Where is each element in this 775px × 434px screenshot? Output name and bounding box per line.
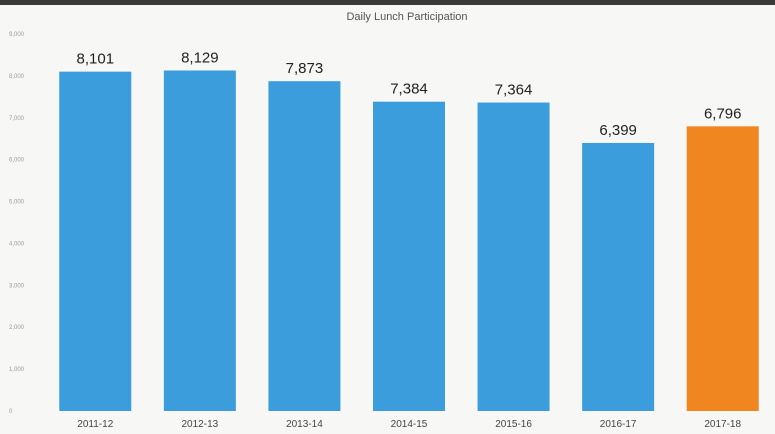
data-label: 6,399 (599, 122, 637, 139)
y-tick-label: 5,000 (9, 200, 25, 206)
y-tick-label: 3,000 (9, 283, 25, 289)
x-tick-label: 2017-18 (704, 419, 741, 430)
bar-2011-12 (59, 71, 132, 411)
y-axis: 0 1,000 2,000 3,000 4,000 5,000 6,000 7,000 8,00… (9, 32, 25, 415)
data-label: 8,101 (77, 51, 115, 68)
bars (59, 70, 759, 412)
bar-2016-17 (582, 142, 655, 411)
y-tick-label: 0 (9, 409, 13, 415)
bar-2012-13 (163, 70, 236, 411)
y-tick-label: 9,000 (9, 32, 25, 38)
data-label: 6,796 (704, 105, 742, 122)
x-tick-label: 2016-17 (600, 419, 637, 430)
data-label: 8,129 (181, 49, 219, 66)
bar-2017-18 (686, 126, 759, 411)
data-labels: 8,101 8,129 7,873 7,384 7,364 6,399 6,796 (77, 49, 742, 138)
data-label: 7,873 (286, 60, 324, 77)
bar-2015-16 (477, 102, 550, 412)
x-tick-label: 2015-16 (495, 419, 532, 430)
x-tick-label: 2011-12 (77, 419, 113, 430)
y-tick-label: 6,000 (9, 158, 25, 164)
top-border (0, 0, 775, 5)
data-label: 7,384 (390, 81, 428, 98)
y-tick-label: 1,000 (9, 367, 25, 373)
bar-2013-14 (268, 81, 341, 412)
y-tick-label: 7,000 (9, 116, 25, 122)
x-axis: 2011-12 2012-13 2013-14 2014-15 2015-16 2016-… (77, 419, 741, 430)
data-label: 7,364 (495, 82, 533, 99)
x-tick-label: 2012-13 (182, 419, 219, 430)
bar-2014-15 (373, 101, 445, 411)
x-tick-label: 2013-14 (286, 419, 323, 430)
x-tick-label: 2014-15 (391, 419, 428, 430)
chart-title: Daily Lunch Participation (346, 11, 467, 23)
y-tick-label: 2,000 (9, 325, 25, 331)
y-tick-label: 8,000 (9, 74, 25, 80)
y-tick-label: 4,000 (9, 241, 25, 247)
